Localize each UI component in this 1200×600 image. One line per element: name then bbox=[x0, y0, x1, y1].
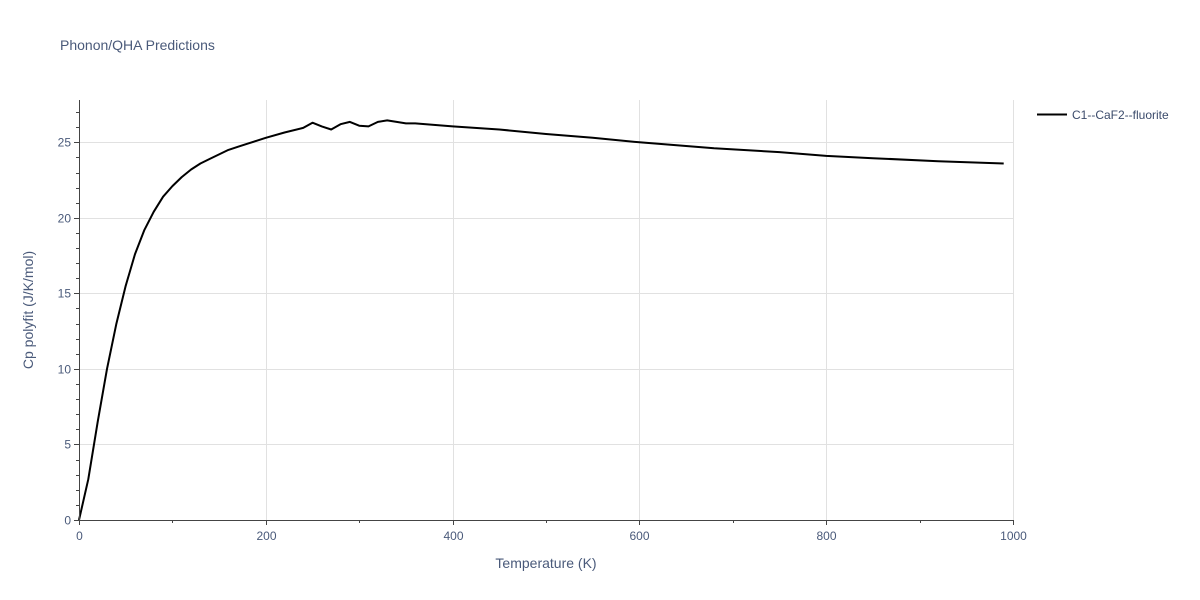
x-tick-label: 1000 bbox=[1000, 529, 1027, 543]
grid bbox=[79, 100, 1014, 520]
x-tick-label: 800 bbox=[816, 529, 836, 543]
axis-ticks: 0 200 400 600 800 1000 0 5 10 15 20 25 bbox=[58, 112, 1027, 543]
y-axis-title: Cp polyfit (J/K/mol) bbox=[20, 251, 36, 369]
series-layer bbox=[78, 119, 1004, 521]
y-tick-label: 10 bbox=[58, 363, 72, 377]
y-tick-label: 20 bbox=[58, 212, 72, 226]
y-tick-label: 0 bbox=[64, 514, 71, 528]
y-tick-label: 15 bbox=[58, 287, 72, 301]
series-line bbox=[78, 119, 1004, 521]
y-tick-label: 25 bbox=[58, 136, 72, 150]
x-axis-title: Temperature (K) bbox=[495, 555, 596, 571]
x-tick-label: 200 bbox=[256, 529, 276, 543]
legend[interactable]: C1--CaF2--fluorite bbox=[1037, 108, 1169, 122]
x-tick-label: 0 bbox=[76, 529, 83, 543]
x-tick-label: 400 bbox=[443, 529, 463, 543]
x-tick-label: 600 bbox=[629, 529, 649, 543]
chart-title: Phonon/QHA Predictions bbox=[60, 37, 215, 53]
y-tick-label: 5 bbox=[64, 438, 71, 452]
legend-label: C1--CaF2--fluorite bbox=[1072, 108, 1169, 122]
